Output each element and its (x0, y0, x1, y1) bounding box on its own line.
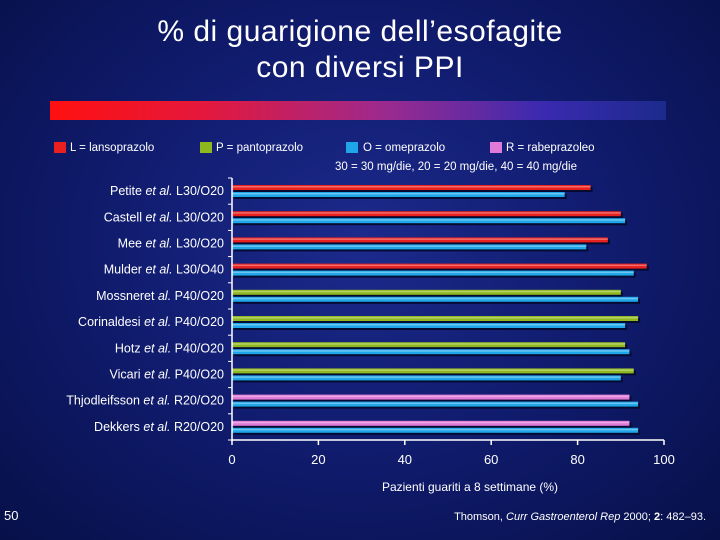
slide-title: % di guarigione dell’esofagite con diver… (0, 14, 720, 86)
bar-highlight (232, 264, 647, 267)
category-label: Thjodleifsson et al. R20/O20 (66, 394, 224, 408)
bar-O (232, 270, 634, 276)
category-label: Mossneret al. P40/O20 (96, 289, 224, 303)
bar-P (232, 342, 626, 348)
category-label: Castell et al. L30/O20 (104, 210, 224, 224)
bar-L (232, 237, 608, 243)
citation-author: Thomson, (454, 511, 507, 523)
bar-highlight (232, 350, 630, 352)
bar-highlight (232, 245, 587, 247)
legend-swatch-omeprazolo (346, 142, 358, 153)
bar-highlight (232, 324, 626, 326)
category-label: Dekkers et al. R20/O20 (94, 420, 224, 434)
category-label: Hotz et al. P40/O20 (115, 341, 224, 355)
bar-O (232, 349, 630, 355)
legend-label-omeprazolo: O = omeprazolo (363, 142, 446, 154)
citation-journal: Curr Gastroenterol Rep (506, 511, 621, 523)
legend-label-pantoprazolo: P = pantoprazolo (216, 142, 304, 154)
category-label: Mulder et al. L30/O40 (104, 263, 224, 277)
bar-highlight (232, 271, 634, 274)
citation-volume: 2 (654, 511, 661, 523)
bar-P (232, 368, 634, 374)
title-line-1: % di guarigione dell’esofagite (157, 15, 563, 48)
bar-L (232, 211, 621, 217)
bar-L (232, 263, 647, 269)
bar-highlight (232, 421, 630, 424)
x-tick-label: 60 (484, 452, 498, 467)
dose-note: 30 = 30 mg/die, 20 = 20 mg/die, 40 = 40 … (335, 161, 577, 173)
x-tick-label: 80 (570, 452, 584, 467)
bar-highlight (232, 212, 621, 214)
x-axis-label: Pazienti guariti a 8 settimane (%) (382, 480, 558, 494)
citation-year: 2000; (620, 511, 654, 523)
bar-O (232, 323, 626, 328)
bar-O (232, 244, 587, 250)
bar-highlight (232, 297, 639, 300)
category-label: Corinaldesi et al. P40/O20 (78, 315, 224, 329)
bar-highlight (232, 376, 621, 378)
title-line-2: con diversi PPI (256, 51, 464, 84)
bar-highlight (232, 219, 626, 221)
bar-R (232, 420, 630, 426)
x-tick-label: 100 (653, 452, 675, 467)
bar-highlight (232, 428, 639, 431)
legend-swatch-rabeprazoleo (490, 142, 502, 153)
bar-L (232, 185, 591, 190)
citation-pages: : 482–93. (660, 511, 706, 523)
x-tick-label: 20 (311, 452, 325, 467)
bar-O (232, 427, 639, 433)
category-label: Petite et al. L30/O20 (110, 184, 224, 198)
bar-highlight (232, 402, 639, 405)
bar-P (232, 289, 621, 295)
legend-label-rabeprazoleo: R = rabeprazoleo (506, 142, 595, 154)
page-number: 50 (4, 508, 19, 523)
legend-label-lansoprazolo: L = lansoprazolo (70, 142, 155, 154)
bar-highlight (232, 369, 634, 371)
bar-highlight (232, 186, 591, 188)
category-label: Mee et al. L30/O20 (118, 237, 224, 251)
bar-O (232, 296, 639, 302)
bar-O (232, 375, 621, 381)
bar-highlight (232, 317, 639, 319)
legend-swatch-pantoprazolo (200, 142, 212, 153)
bar-highlight (232, 193, 565, 195)
bar-highlight (232, 238, 608, 240)
citation: Thomson, Curr Gastroenterol Rep 2000; 2:… (454, 511, 706, 523)
x-tick-label: 0 (228, 452, 235, 467)
legend-swatch-lansoprazolo (54, 142, 66, 153)
bar-highlight (232, 290, 621, 293)
title-gradient-bar (50, 101, 666, 120)
bar-O (232, 401, 639, 407)
bar-highlight (232, 395, 630, 398)
x-tick-label: 40 (398, 452, 412, 467)
category-label: Vicari et al. P40/O20 (110, 368, 224, 382)
bar-P (232, 316, 639, 321)
bar-R (232, 394, 630, 400)
bar-O (232, 192, 565, 197)
bar-highlight (232, 343, 626, 345)
bar-O (232, 218, 626, 224)
